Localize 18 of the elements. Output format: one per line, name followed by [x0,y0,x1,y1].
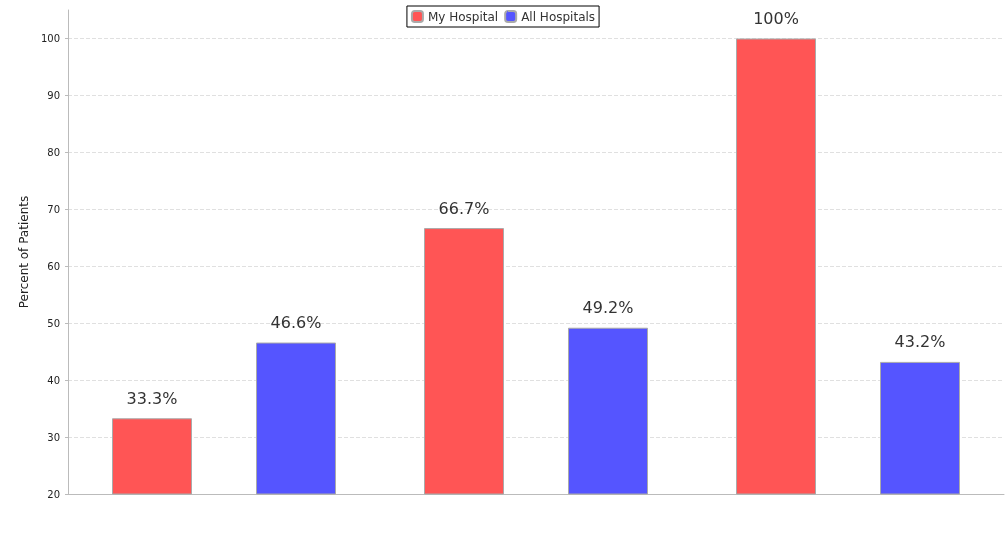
y-axis-title: Percent of Patients [17,195,31,309]
data-label: 49.2% [582,298,634,318]
y-tick-label: 70 [47,203,60,215]
y-tick-label: 60 [47,260,60,272]
y-tick-label: 80 [47,146,60,158]
y-tick-label: 100 [40,32,60,44]
legend-label: All Hospitals [521,9,596,24]
data-label: 46.6% [270,313,322,333]
data-label: 43.2% [894,332,946,352]
data-label: 100% [753,8,799,28]
y-tick-label: 40 [47,374,60,386]
y-tick-label: 20 [47,488,60,500]
y-tick-label: 50 [47,317,60,329]
y-tick-label: 90 [47,89,60,101]
y-tick-label: 30 [47,431,60,443]
data-label: 66.7% [438,198,490,218]
data-label: 33.3% [126,388,178,408]
legend-label: My Hospital [427,9,499,24]
